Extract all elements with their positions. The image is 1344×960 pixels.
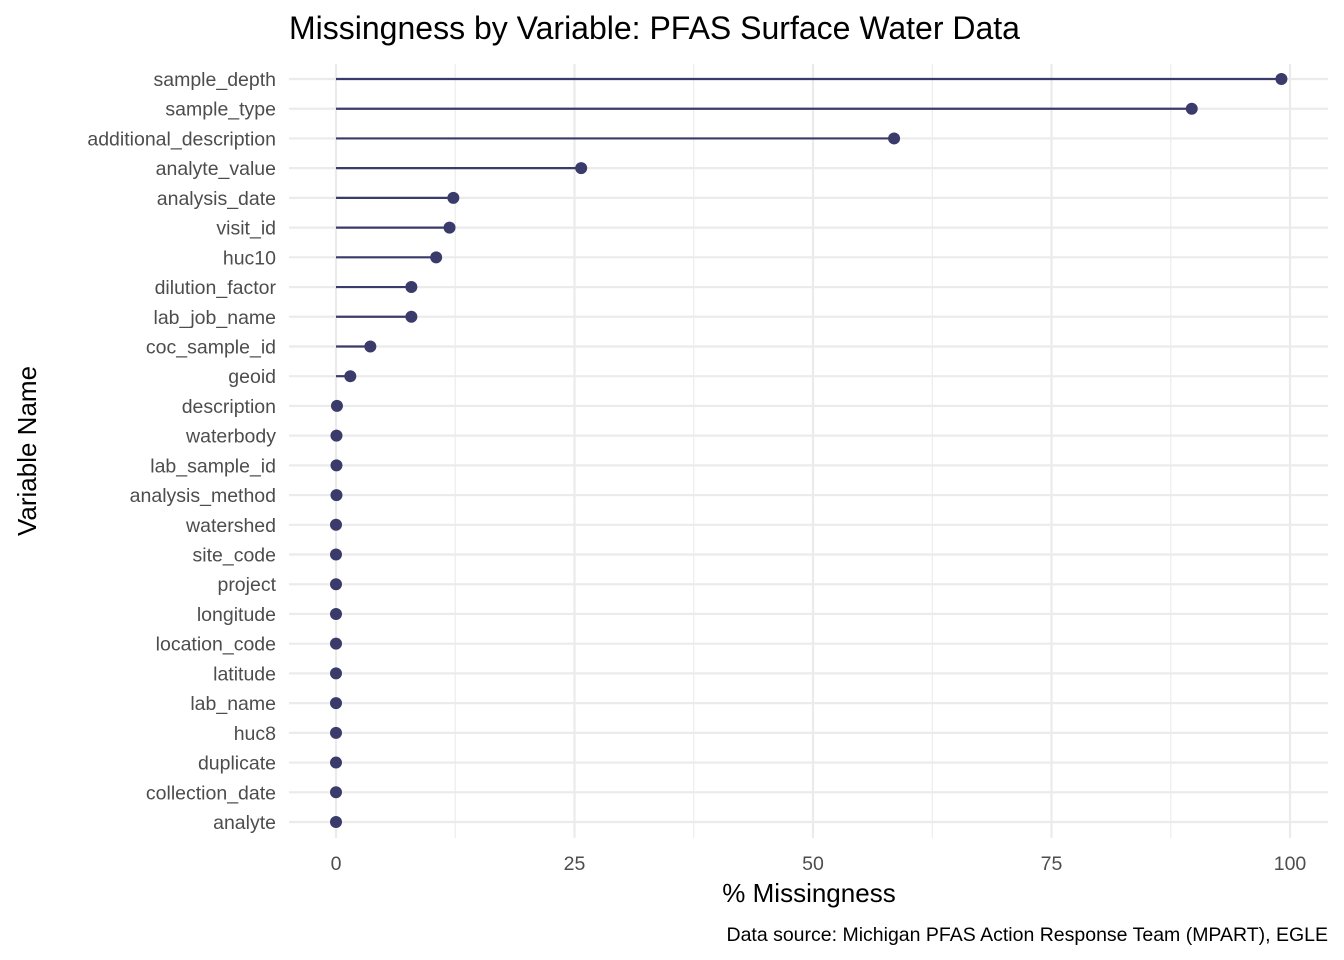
- y-tick-label: sample_depth: [153, 69, 276, 91]
- lollipop-point: [1185, 102, 1198, 115]
- y-axis-title: Variable Name: [12, 366, 42, 536]
- lollipop-point: [330, 667, 342, 680]
- lollipop-point: [330, 816, 342, 828]
- y-tick-label: description: [182, 396, 276, 418]
- lollipop-point: [364, 340, 377, 353]
- x-tick-label: 100: [1274, 853, 1307, 875]
- lollipop-point: [330, 607, 342, 620]
- y-tick-label: project: [217, 574, 276, 596]
- lollipop-point: [447, 191, 460, 204]
- y-tick-label: lab_job_name: [153, 307, 276, 329]
- lollipop-point: [1275, 73, 1288, 85]
- y-tick-label: location_code: [156, 634, 276, 656]
- lollipop-point: [443, 221, 456, 234]
- y-tick-label: analysis_method: [130, 485, 276, 507]
- lollipop-point: [330, 429, 343, 442]
- y-tick-label: site_code: [193, 545, 276, 567]
- lollipop-point: [330, 459, 343, 472]
- lollipop-point: [405, 310, 418, 323]
- chart-title: Missingness by Variable: PFAS Surface Wa…: [289, 10, 1020, 46]
- y-tick-label: additional_description: [87, 128, 276, 150]
- y-tick-label: analyte: [213, 812, 276, 834]
- y-tick-label: dilution_factor: [155, 277, 277, 299]
- lollipop-point: [430, 251, 443, 264]
- lollipop-point: [330, 399, 343, 412]
- lollipop-point: [330, 726, 342, 739]
- caption: Data source: Michigan PFAS Action Respon…: [726, 924, 1328, 946]
- lollipop-point: [330, 548, 342, 561]
- x-tick-labels: 0 25 50 75 100: [331, 853, 1307, 875]
- lollipop-point: [330, 489, 343, 502]
- y-tick-label: collection_date: [146, 782, 276, 804]
- lollipop-point: [575, 162, 588, 175]
- y-tick-label: sample_type: [165, 99, 276, 121]
- y-tick-label: lab_sample_id: [150, 455, 276, 477]
- y-tick-label: duplicate: [198, 753, 276, 775]
- y-tick-label: longitude: [197, 604, 276, 626]
- x-tick-label: 25: [564, 853, 586, 875]
- lollipop-point: [344, 370, 357, 383]
- x-tick-label: 0: [331, 853, 342, 875]
- x-axis-title: % Missingness: [722, 878, 895, 908]
- lollipop-point: [330, 637, 342, 650]
- y-tick-label: huc10: [223, 247, 276, 269]
- lollipop-point: [405, 281, 418, 294]
- y-tick-label: analysis_date: [157, 188, 276, 210]
- y-tick-label: lab_name: [190, 693, 276, 715]
- y-tick-label: watershed: [185, 515, 276, 537]
- gridlines: [289, 64, 1328, 838]
- y-tick-label: waterbody: [185, 426, 276, 448]
- y-tick-label: latitude: [213, 663, 276, 685]
- x-tick-label: 75: [1041, 853, 1063, 875]
- lollipop-point: [330, 518, 342, 531]
- y-tick-label: geoid: [228, 366, 276, 388]
- lollipop-point: [888, 132, 901, 145]
- lollipop-point: [330, 578, 342, 591]
- lollipop-point: [330, 756, 342, 769]
- data-marks: [330, 73, 1288, 828]
- y-tick-label: coc_sample_id: [146, 336, 276, 358]
- x-tick-label: 50: [802, 853, 824, 875]
- lollipop-point: [330, 697, 342, 710]
- y-tick-label: analyte_value: [156, 158, 276, 180]
- y-tick-label: visit_id: [216, 218, 276, 240]
- y-tick-labels: sample_depth sample_type additional_descri…: [87, 69, 276, 834]
- y-tick-label: huc8: [234, 723, 276, 745]
- lollipop-point: [330, 786, 342, 799]
